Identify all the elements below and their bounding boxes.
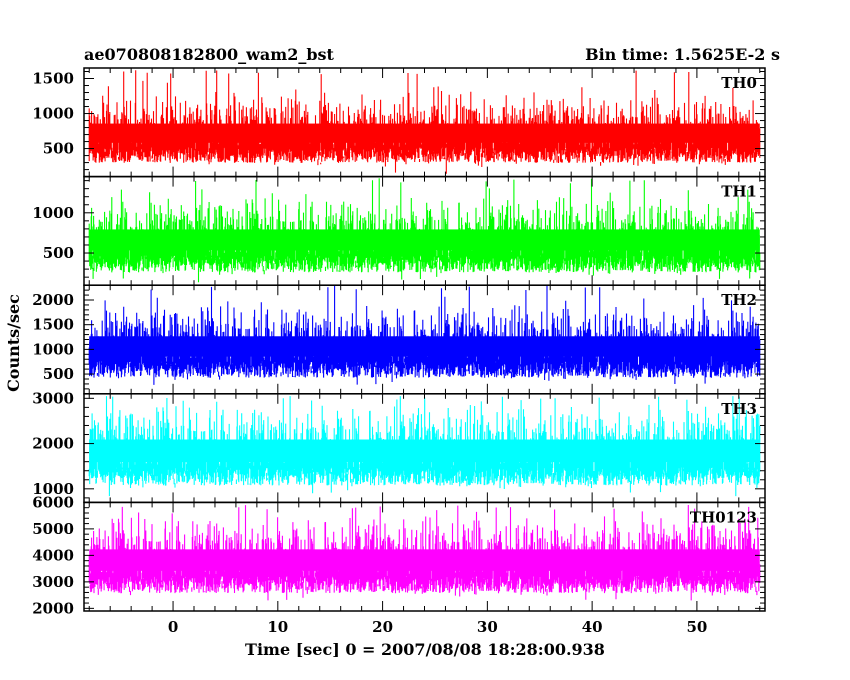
panel-th3: 1000 2000 3000 TH3 [32, 389, 766, 504]
y-tick-label: 2000 [32, 435, 74, 453]
x-tick-label: 20 [372, 618, 393, 636]
panel-label-th3: TH3 [721, 400, 757, 418]
y-tick-label: 2000 [32, 291, 74, 309]
y-tick-label: 6000 [32, 493, 74, 511]
series-trace-th3 [88, 396, 761, 497]
y-tick-label: 5000 [32, 520, 74, 538]
y-tick-label: 500 [43, 244, 74, 262]
panel-label-th0123: TH0123 [690, 508, 757, 526]
y-tick-label: 1500 [32, 70, 74, 88]
panel-label-th0: TH0 [721, 74, 757, 92]
observation-title: ae070808182800_wam2_bst [84, 45, 335, 64]
x-axis-label: Time [sec] 0 = 2007/08/08 18:28:00.938 [245, 640, 605, 659]
series-trace-th2 [88, 285, 761, 385]
y-axis-label: Counts/sec [4, 294, 23, 392]
series-trace-th1 [88, 178, 761, 283]
panel-label-th2: TH2 [721, 291, 757, 309]
x-tick-label: 10 [267, 618, 288, 636]
x-tick-label: 50 [686, 618, 707, 636]
y-tick-label: 4000 [32, 546, 74, 564]
y-tick-label: 1000 [32, 480, 74, 498]
y-tick-label: 2000 [32, 599, 74, 617]
panel-th2: 500 1000 1500 2000 TH2 [32, 284, 766, 395]
y-tick-label: 1000 [32, 105, 74, 123]
x-tick-label: 0 [168, 618, 178, 636]
panel-th1: 500 1000 TH1 [32, 175, 766, 286]
y-tick-label: 500 [43, 365, 74, 383]
y-tick-label: 3000 [32, 389, 74, 407]
panel-label-th1: TH1 [721, 183, 757, 201]
x-tick-label: 40 [582, 618, 603, 636]
y-tick-label: 1000 [32, 340, 74, 358]
x-axis: 0 10 20 30 40 50 [168, 618, 708, 636]
panel-th0: 500 1000 1500 TH0 [32, 67, 766, 178]
bin-time-label: Bin time: 1.5625E-2 s [585, 45, 780, 64]
series-trace-th0123 [88, 505, 761, 601]
series-trace-th0 [88, 70, 761, 174]
y-tick-label: 500 [43, 140, 74, 158]
y-tick-label: 1000 [32, 204, 74, 222]
x-tick-label: 30 [477, 618, 498, 636]
y-tick-label: 3000 [32, 573, 74, 591]
panel-th0123: 2000 3000 4000 5000 6000 TH0123 [32, 493, 766, 617]
y-tick-label: 1500 [32, 316, 74, 334]
